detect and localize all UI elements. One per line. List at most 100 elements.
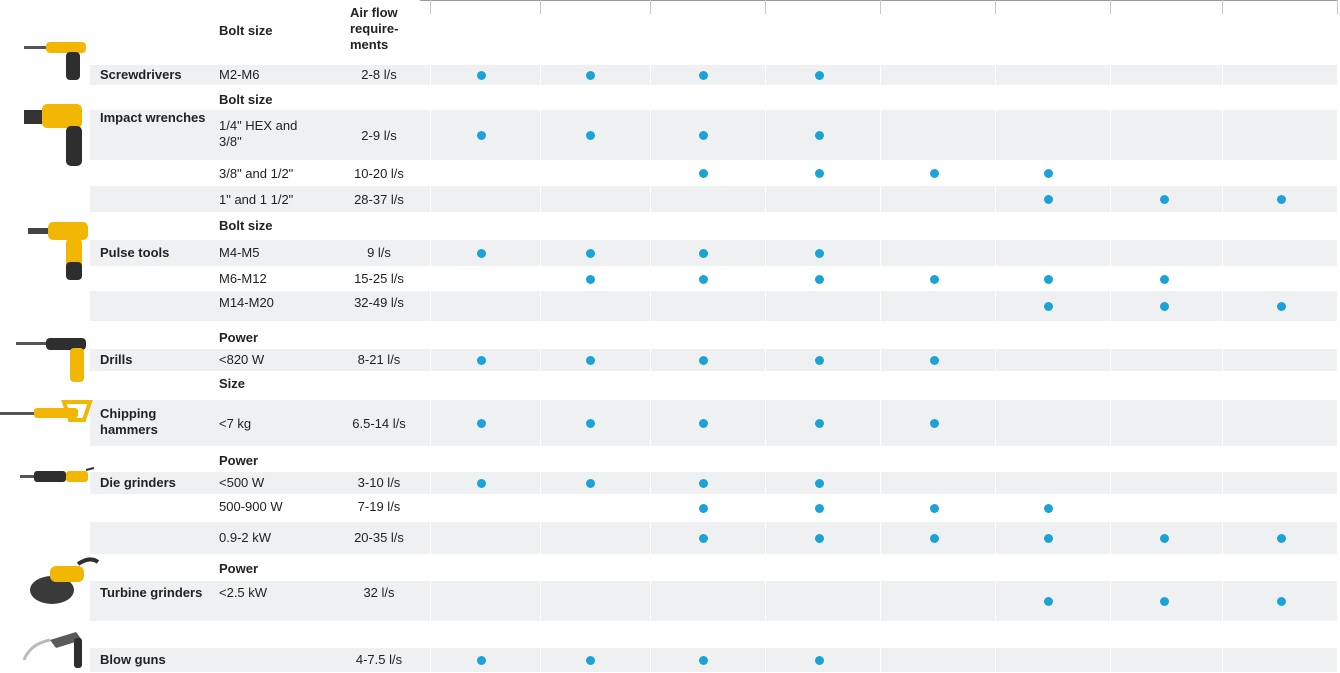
cell-divider — [540, 400, 541, 446]
compatibility-dot — [814, 168, 824, 178]
size-cell: M2-M6 — [219, 67, 260, 82]
table-row: Chipping hammers <7 kg 6.5-14 l/s — [0, 400, 1338, 446]
subheader: Bolt size — [219, 218, 273, 233]
cell-divider — [995, 400, 996, 446]
table-row: Bolt size — [0, 90, 1337, 110]
cell-divider — [1222, 240, 1223, 266]
table-row: Turbine grinders <2.5 kW 32 l/s — [0, 581, 1338, 621]
cell-divider — [995, 186, 996, 212]
compatibility-dot — [929, 168, 939, 178]
table-row: Die grinders <500 W 3-10 l/s — [0, 472, 1338, 494]
cell-divider — [1110, 522, 1111, 554]
subheader: Power — [219, 561, 259, 576]
compatibility-dot — [814, 248, 824, 258]
compatibility-dot — [585, 355, 595, 365]
cell-divider — [880, 240, 881, 266]
compatibility-dot — [1043, 503, 1053, 513]
compatibility-dot — [814, 274, 824, 284]
cell-divider — [430, 240, 431, 266]
compatibility-dot — [1159, 301, 1169, 311]
cell-divider — [1222, 110, 1223, 160]
cell-divider — [540, 472, 541, 494]
subheader: Power — [219, 330, 259, 345]
cell-divider — [1337, 291, 1338, 321]
cell-divider — [540, 186, 541, 212]
cell-divider — [540, 65, 541, 85]
air-flow-cell: 20-35 l/s — [354, 530, 404, 545]
cell-divider — [430, 648, 431, 672]
chipping-hammer-icon — [0, 400, 93, 422]
size-cell: M6-M12 — [219, 271, 267, 286]
table-row: Screwdrivers M2-M6 2-8 l/s — [0, 65, 1338, 85]
compatibility-dot — [814, 503, 824, 513]
air-flow-cell: 32-49 l/s — [354, 295, 404, 310]
cell-divider — [995, 349, 996, 371]
cell-divider — [880, 349, 881, 371]
cell-divider — [1110, 648, 1111, 672]
cell-divider — [430, 186, 431, 212]
table-row: 0.9-2 kW 20-35 l/s — [0, 522, 1338, 554]
tool-name: Blow guns — [100, 652, 166, 667]
size-cell: 3/8" and 1/2" — [219, 166, 294, 181]
cell-divider — [765, 581, 766, 621]
compatibility-dot — [929, 274, 939, 284]
cell-divider — [880, 291, 881, 321]
cell-divider — [1110, 110, 1111, 160]
compatibility-dot — [814, 355, 824, 365]
cell-divider — [1222, 648, 1223, 672]
cell-divider — [765, 186, 766, 212]
size-cell: <820 W — [219, 352, 265, 367]
compatibility-dot — [1276, 194, 1286, 204]
cell-divider — [1337, 581, 1338, 621]
air-flow-cell: 28-37 l/s — [354, 192, 404, 207]
tool-name: Die grinders — [100, 475, 176, 490]
table-row: M6-M12 15-25 l/s — [0, 268, 1337, 290]
cell-divider — [765, 110, 766, 160]
size-cell: 0.9-2 kW — [219, 530, 272, 545]
compatibility-dot — [698, 418, 708, 428]
tool-name: Turbine grinders — [100, 585, 203, 600]
compatibility-dot — [585, 70, 595, 80]
compatibility-dot — [1276, 596, 1286, 606]
cell-divider — [1110, 400, 1111, 446]
tool-name: Chipping hammers — [100, 406, 158, 437]
tool-name: Screwdrivers — [100, 67, 182, 82]
compatibility-dot — [929, 503, 939, 513]
table-row: Impact wrenches 1/4" HEX and 3/8" 2-9 l/… — [0, 110, 1338, 160]
size-cell: 1" and 1 1/2" — [219, 192, 294, 207]
cell-divider — [765, 291, 766, 321]
compatibility-dot — [585, 655, 595, 665]
cell-divider — [995, 522, 996, 554]
compatibility-dot — [698, 70, 708, 80]
compatibility-dot — [814, 130, 824, 140]
cell-divider — [1222, 400, 1223, 446]
cell-divider — [430, 110, 431, 160]
air-flow-cell: 8-21 l/s — [357, 352, 401, 367]
cell-divider — [1222, 186, 1223, 212]
cell-divider — [765, 472, 766, 494]
compatibility-dot — [698, 355, 708, 365]
cell-divider — [1222, 65, 1223, 85]
cell-divider — [1110, 472, 1111, 494]
cell-divider — [880, 581, 881, 621]
air-flow-header: Air flow require- ments — [350, 5, 399, 52]
table-row — [0, 624, 1337, 644]
subheader: Size — [219, 376, 246, 391]
compatibility-dot — [585, 130, 595, 140]
cell-divider — [880, 648, 881, 672]
tool-name: Pulse tools — [100, 245, 170, 260]
compatibility-dot — [1276, 301, 1286, 311]
table-row: Blow guns 4-7.5 l/s — [0, 648, 1338, 672]
compatibility-dot — [476, 130, 486, 140]
table-row: Power — [0, 450, 1337, 472]
size-cell: M4-M5 — [219, 245, 260, 260]
cell-divider — [650, 291, 651, 321]
cell-divider — [1110, 65, 1111, 85]
cell-divider — [1110, 240, 1111, 266]
compatibility-dot — [814, 478, 824, 488]
screwdriver-icon — [24, 42, 86, 80]
air-flow-cell: 3-10 l/s — [357, 475, 401, 490]
compatibility-dot — [1043, 168, 1053, 178]
cell-divider — [1337, 472, 1338, 494]
compatibility-dot — [1043, 274, 1053, 284]
